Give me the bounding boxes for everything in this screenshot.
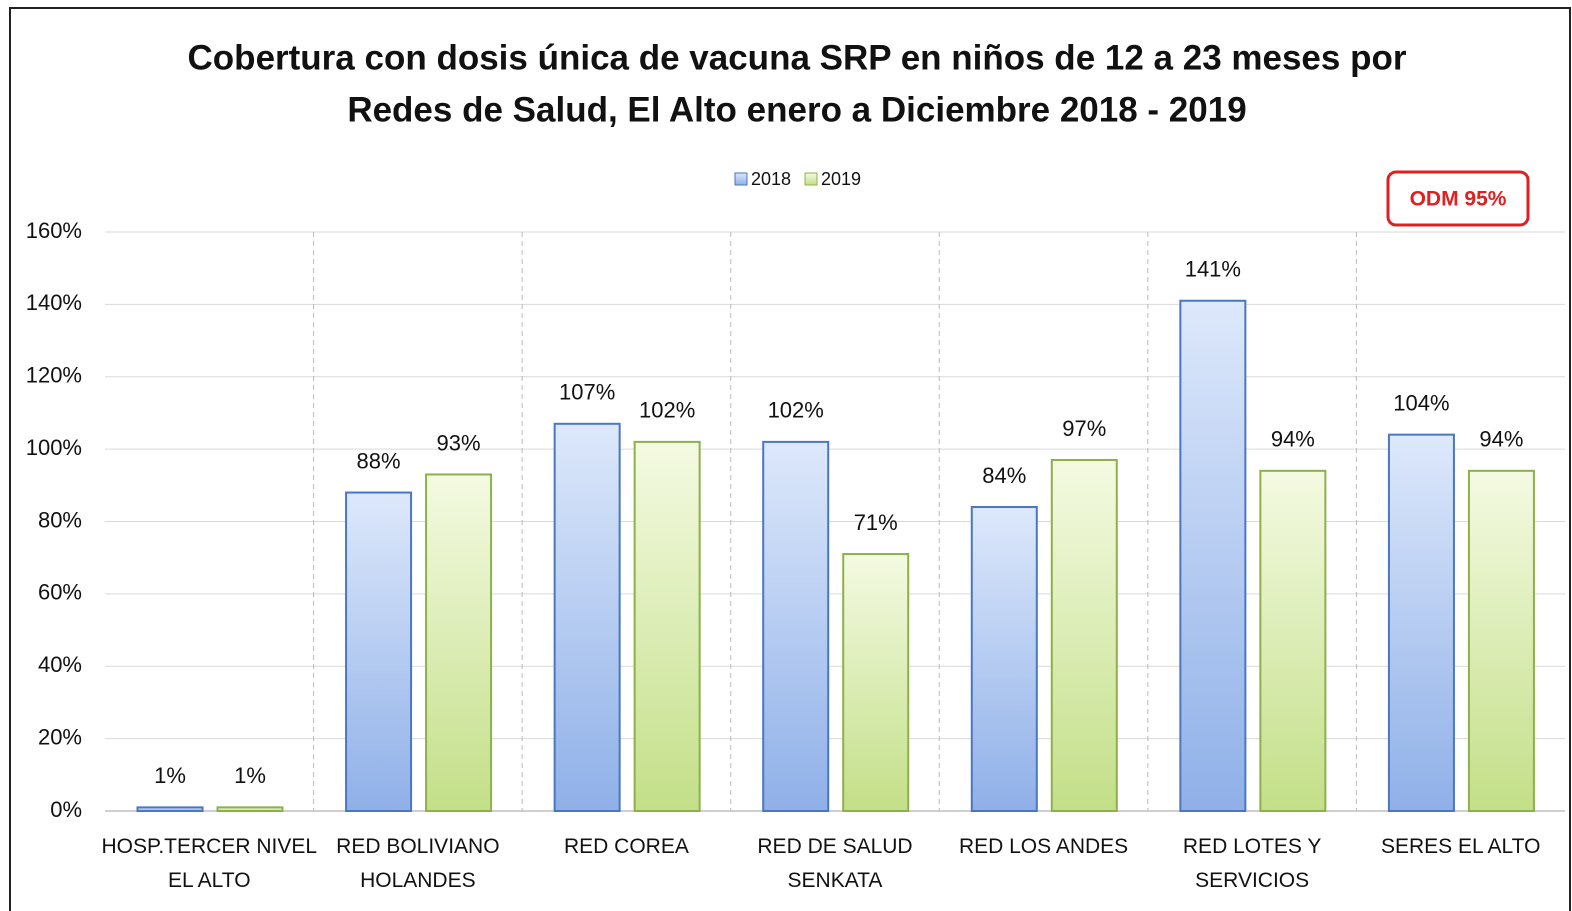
bar [1050,458,1118,812]
annotation: ODM 95% [1410,188,1507,211]
bar [1179,299,1247,812]
legend-swatch [734,172,748,186]
value-label: 88% [357,448,401,473]
value-label: 102% [768,398,824,423]
y-tick-label: 120% [26,363,82,388]
y-tick-label: 160% [26,218,82,243]
chart-title: Cobertura con dosis única de vacuna SRP … [188,38,1407,77]
value-label: 94% [1271,427,1315,452]
value-label: 141% [1185,257,1241,282]
bar [425,473,493,812]
value-label: 94% [1479,427,1523,452]
x-tick-label: RED DE SALUD SENKATA [757,835,912,892]
value-label: 71% [854,510,898,535]
value-label: 84% [982,463,1026,488]
value-label: 107% [559,380,615,405]
bar [633,440,701,812]
frame [9,7,1571,911]
y-tick-label: 0% [50,797,82,822]
annotation-box [1386,170,1530,227]
value-label: 104% [1393,390,1449,415]
value-label: 1% [154,763,186,788]
y-tick-label: 100% [26,435,82,460]
value-label: 102% [639,398,695,423]
y-tick-label: 60% [38,580,82,605]
x-tick-label: RED COREA [564,835,689,858]
bar [1259,469,1327,812]
chart-title: Redes de Salud, El Alto enero a Diciembr… [347,90,1246,129]
bar [216,806,284,812]
bar [1387,433,1455,812]
bar [136,806,204,812]
legend-label: 2019 [821,169,861,189]
bar [1467,469,1535,812]
value-label: 93% [437,430,481,455]
bar [762,440,830,812]
bar [553,422,621,812]
x-tick-label: RED LOS ANDES [959,835,1128,858]
y-tick-label: 40% [38,652,82,677]
value-label: 1% [234,763,266,788]
y-tick-label: 140% [26,290,82,315]
x-tick-label: SERES EL ALTO [1381,835,1541,858]
x-tick-label: RED LOTES Y SERVICIOS [1183,835,1322,892]
bar [842,553,910,812]
y-tick-label: 80% [38,507,82,532]
x-tick-label: HOSP.TERCER NIVEL EL ALTO [102,835,318,892]
bar [970,506,1038,812]
y-tick-label: 20% [38,724,82,749]
bar [345,491,413,812]
value-label: 97% [1062,416,1106,441]
legend-label: 2018 [751,169,791,189]
x-tick-label: RED BOLIVIANO HOLANDES [336,835,499,892]
legend-swatch [804,172,818,186]
